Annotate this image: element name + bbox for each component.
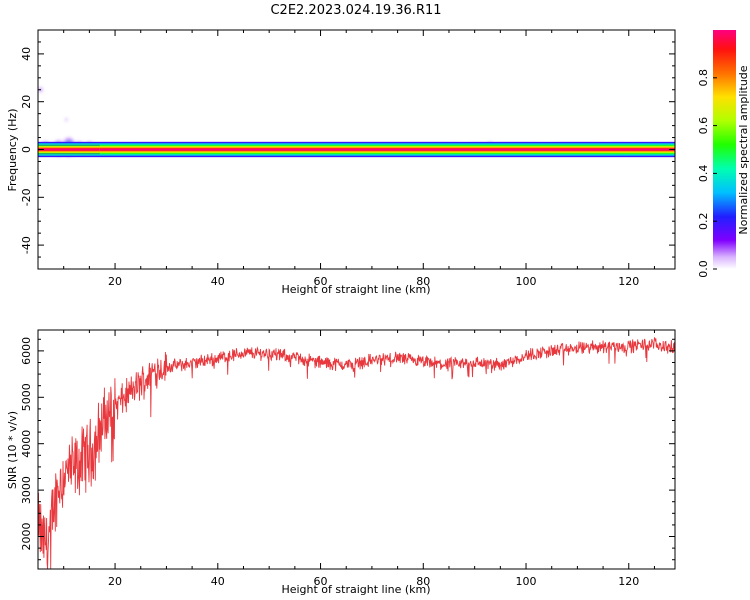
spectrogram-x-tick-label: 80 <box>416 275 430 288</box>
main-band <box>38 148 675 151</box>
spectrogram-y-axis-label: Frequency (Hz) <box>6 109 19 192</box>
spectrogram-y-tick-label: 40 <box>20 47 33 61</box>
colorbar: 0.0 0.2 0.4 0.6 0.8 Normalized spectral ampl… <box>697 30 750 278</box>
snr-y-tick-label: 5000 <box>20 383 33 411</box>
spectrogram-x-axis-label: Height of straight line (km) <box>281 283 430 296</box>
spectral-blob <box>65 119 67 121</box>
spectrogram-y-tick-label: -20 <box>20 188 33 206</box>
chart-title: C2E2.2023.024.19.36.R11 <box>270 3 441 18</box>
snr-x-tick-label: 20 <box>108 575 122 588</box>
colorbar-tick-label: 0.6 <box>697 117 710 135</box>
snr-x-tick-label: 80 <box>416 575 430 588</box>
snr-x-axis-label: Height of straight line (km) <box>281 583 430 596</box>
colorbar-gradient <box>713 30 736 269</box>
snr-x-tick-label: 100 <box>516 575 537 588</box>
colorbar-tick-label: 0.8 <box>697 69 710 87</box>
snr-x-tick-label: 120 <box>618 575 639 588</box>
snr-panel: 20 40 60 80 100 120 2000 3000 4000 5000 6000 Heigh… <box>6 329 676 596</box>
colorbar-label: Normalized spectral amplitude <box>737 65 750 234</box>
spectrogram-y-tick-label: -40 <box>20 236 33 254</box>
colorbar-tick-label: 0.2 <box>697 212 710 230</box>
spectrogram-x-tick-label: 20 <box>108 275 122 288</box>
spectrogram-y-tick-label: 20 <box>20 95 33 109</box>
snr-line <box>38 337 675 569</box>
snr-plot-area <box>37 329 676 570</box>
spectrogram-x-tick-label: 120 <box>618 275 639 288</box>
snr-x-tick-label: 60 <box>314 575 328 588</box>
snr-y-tick-label: 4000 <box>20 430 33 458</box>
snr-y-axis-label: SNR (10 * v/v) <box>6 411 19 489</box>
snr-x-tick-label: 40 <box>211 575 225 588</box>
spectrogram-y-tick-label: 0 <box>20 146 33 153</box>
main-band <box>38 148 100 151</box>
spectrogram-panel: 20 40 60 80 100 120 -40 -20 0 20 40 Height of stra… <box>6 29 676 296</box>
spectrogram-x-tick-label: 100 <box>516 275 537 288</box>
colorbar-tick-label: 0.4 <box>697 165 710 183</box>
colorbar-tick-label: 0.0 <box>697 260 710 278</box>
spectrogram-x-tick-label: 60 <box>314 275 328 288</box>
snr-y-tick-label: 6000 <box>20 337 33 365</box>
snr-y-tick-label: 3000 <box>20 476 33 504</box>
snr-y-tick-label: 2000 <box>20 523 33 551</box>
spectrogram-x-tick-label: 40 <box>211 275 225 288</box>
